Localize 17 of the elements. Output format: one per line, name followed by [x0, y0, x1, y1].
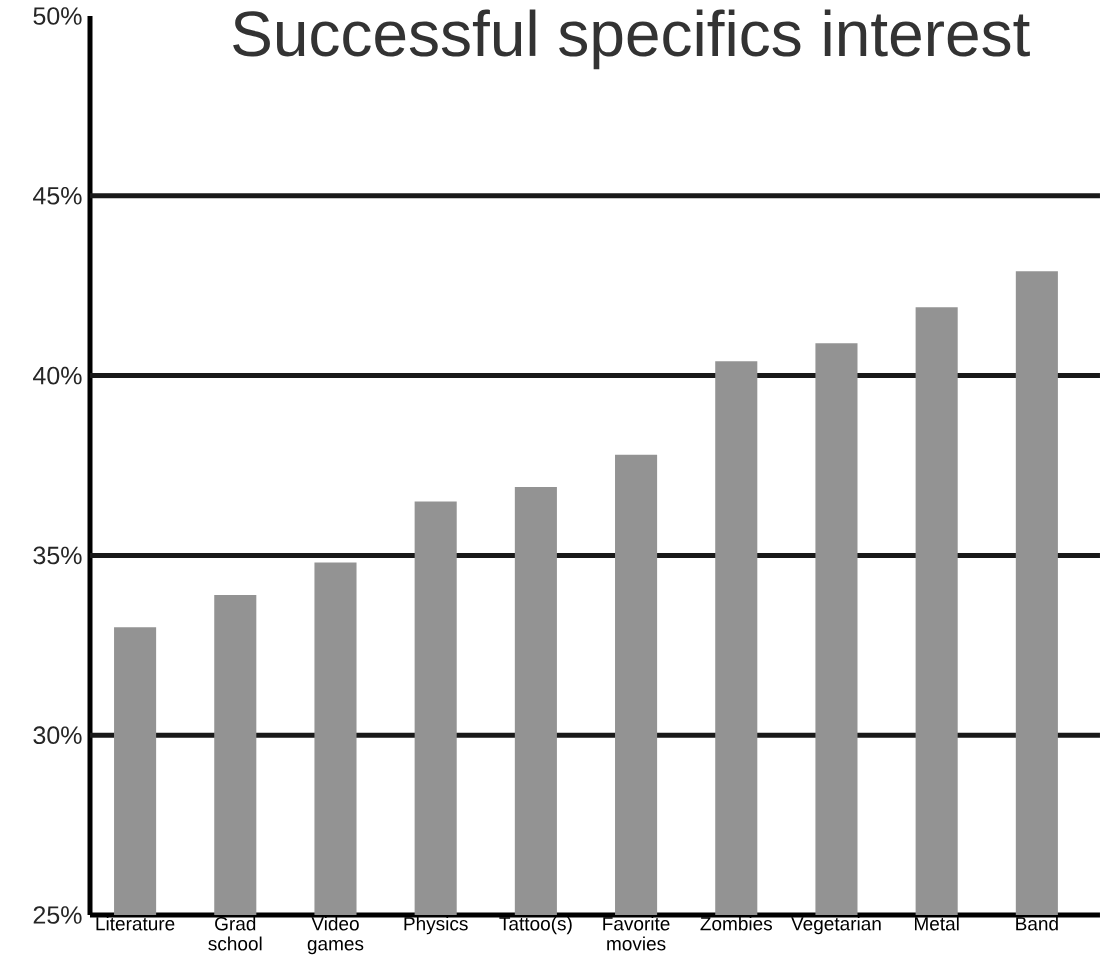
x-tick-label: Vegetarian [791, 916, 881, 935]
y-tick-label: 25% [33, 906, 82, 924]
x-tick-label: Literature [96, 916, 175, 931]
x-tick-label: Video games [307, 916, 364, 955]
x-tick-label: Grad school [208, 916, 262, 951]
x-tick-label: Physics [404, 916, 468, 935]
chart-title: Successful specifics interest [233, 9, 1030, 70]
y-tick-label: 35% [33, 546, 82, 565]
y-tick-label: 50% [33, 7, 82, 25]
x-tick-label: Band [1016, 916, 1058, 931]
x-tick-label: Favorite movies [603, 916, 670, 951]
x-tick-label: Zombies [700, 916, 772, 931]
x-tick-label: Metal [914, 916, 959, 931]
x-tick-label: Tattoo(s) [499, 916, 572, 935]
y-tick-label: 40% [33, 366, 82, 385]
y-tick-label: 45% [33, 187, 82, 205]
y-tick-label: 30% [33, 726, 82, 745]
